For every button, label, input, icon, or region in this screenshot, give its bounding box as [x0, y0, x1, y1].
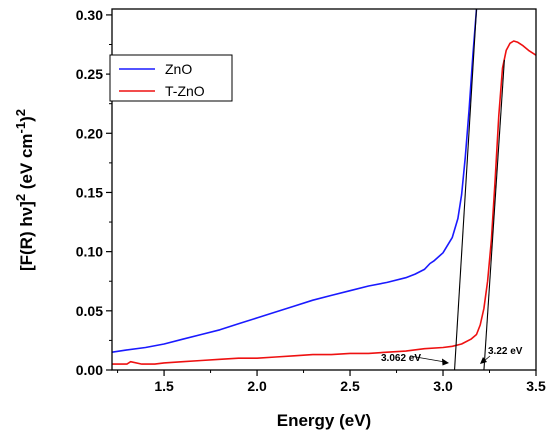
annotation-label-3062: 3.062 eV	[381, 353, 421, 364]
y-tick-label: 0.25	[76, 66, 103, 82]
x-tick-label: 2.5	[340, 378, 360, 394]
x-tick-label: 1.5	[154, 378, 174, 394]
legend-label-tzno: T-ZnO	[165, 83, 205, 99]
tangent-line-2	[483, 59, 505, 370]
legend: ZnO T-ZnO	[109, 54, 233, 102]
y-tick-label: 0.20	[76, 125, 103, 141]
series-line-zno	[112, 9, 478, 353]
annotation-322: 3.22 eV	[480, 346, 523, 364]
series-line-t-zno	[112, 40, 536, 365]
x-tick-label: 3.5	[526, 378, 546, 394]
y-tick-label: 0.30	[76, 7, 103, 23]
tangent-line-1	[453, 9, 478, 370]
y-tick-label: 0.10	[76, 244, 103, 260]
y-tick-label: 0.00	[76, 362, 103, 378]
x-tick-label: 3.0	[433, 378, 453, 394]
legend-label-zno: ZnO	[165, 61, 192, 77]
x-axis-title: Energy (eV)	[277, 411, 371, 430]
y-tick-label: 0.15	[76, 184, 103, 200]
y-axis-title: [F(R) hν]2 (eV cm-1)2	[13, 109, 36, 271]
annotation-3062: 3.062 eV	[381, 353, 449, 366]
x-tick-label: 2.0	[247, 378, 267, 394]
y-tick-label: 0.05	[76, 303, 103, 319]
plot-frame	[111, 8, 537, 371]
annotation-label-322: 3.22 eV	[488, 346, 523, 357]
legend-box	[109, 54, 233, 102]
